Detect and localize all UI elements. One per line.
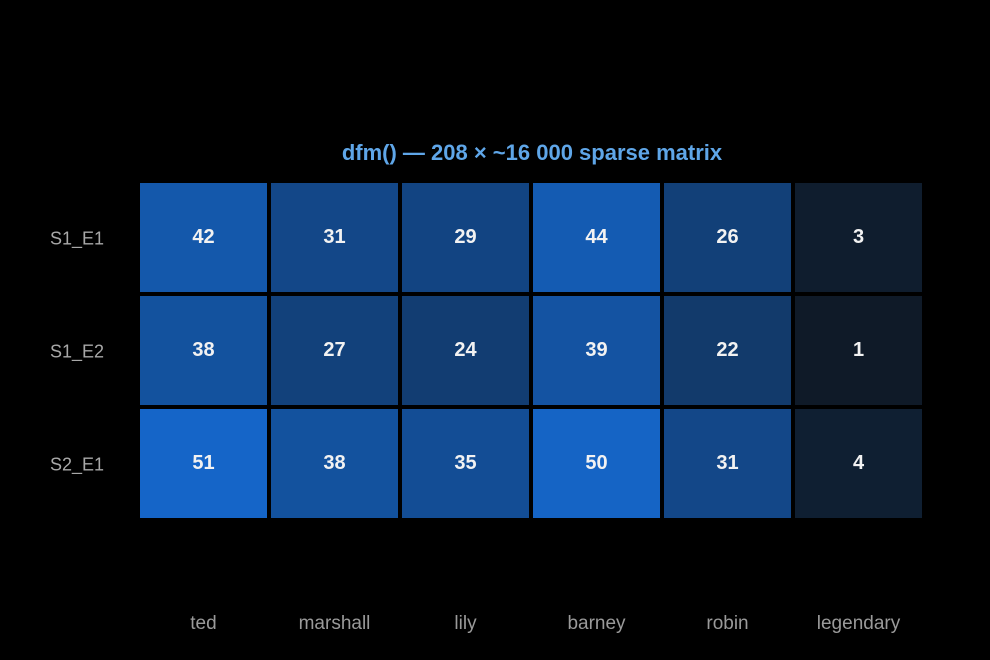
cell [271, 296, 398, 405]
cell-label: 31 [323, 226, 345, 248]
cell [664, 183, 791, 292]
cell-label: 44 [585, 226, 608, 248]
cell [140, 409, 267, 518]
cell [795, 409, 922, 518]
col-label: lily [454, 613, 477, 634]
cell [402, 409, 529, 518]
cell [271, 183, 398, 292]
cell [533, 183, 660, 292]
cell-label: 4 [853, 452, 865, 474]
cell-label: 3 [853, 226, 864, 248]
cell [271, 409, 398, 518]
cell [402, 183, 529, 292]
cell [140, 183, 267, 292]
cell [795, 183, 922, 292]
cell [140, 296, 267, 405]
cell [533, 409, 660, 518]
cell-label: 22 [716, 339, 738, 361]
cell [664, 409, 791, 518]
col-label: marshall [299, 613, 371, 634]
cell [402, 296, 529, 405]
cell-label: 24 [454, 339, 477, 361]
cell-label: 26 [716, 226, 738, 248]
col-label: legendary [817, 613, 901, 634]
cell-label: 27 [323, 339, 345, 361]
cell-label: 39 [585, 339, 607, 361]
row-label: S2_E1 [50, 454, 104, 475]
col-label: barney [567, 613, 626, 634]
row-label: S1_E2 [50, 341, 104, 362]
row-label: S1_E1 [50, 228, 104, 249]
cell-label: 42 [192, 226, 214, 248]
cell-label: 38 [323, 452, 345, 474]
cell-label: 51 [192, 452, 214, 474]
cell-label: 35 [454, 452, 476, 474]
cell [664, 296, 791, 405]
cell-label: 31 [716, 452, 738, 474]
chart-title: dfm() — 208 × ~16 000 sparse matrix [342, 140, 723, 165]
cell-label: 29 [454, 226, 476, 248]
col-label: ted [190, 613, 216, 634]
cell [533, 296, 660, 405]
cell-label: 38 [192, 339, 214, 361]
cell-label: 50 [585, 452, 607, 474]
cell [795, 296, 922, 405]
cell-label: 1 [853, 339, 864, 361]
col-label: robin [706, 613, 748, 634]
